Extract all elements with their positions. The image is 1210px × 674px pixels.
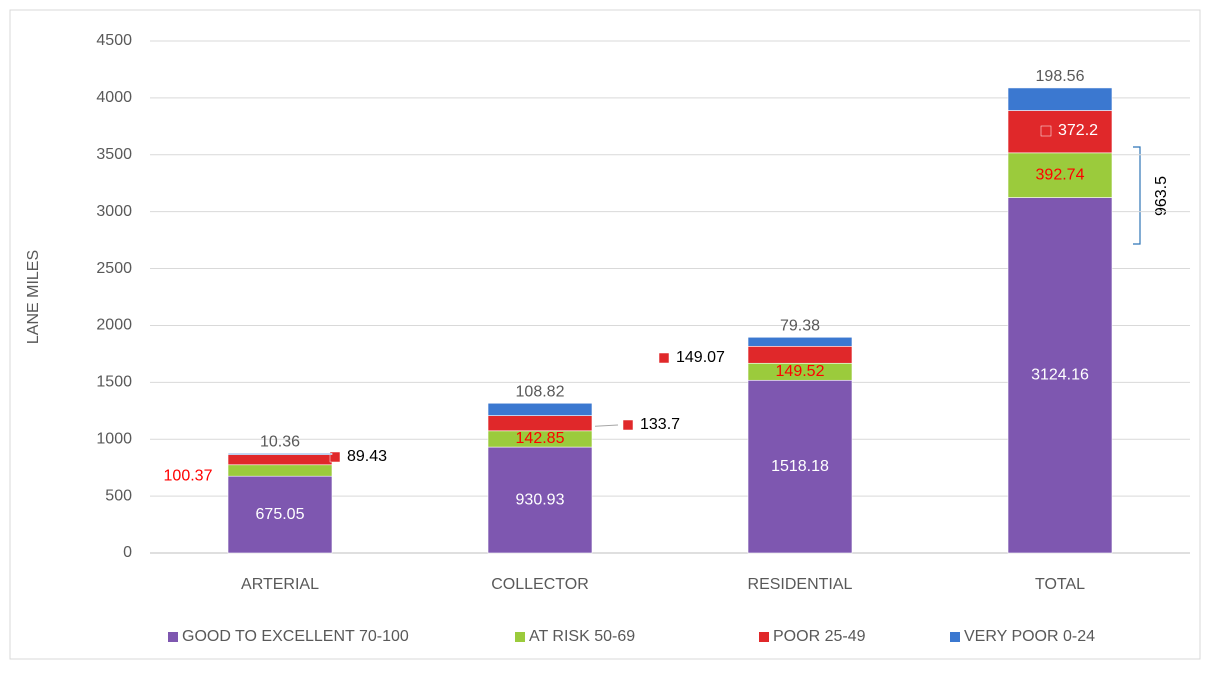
bar-segment xyxy=(487,415,593,432)
data-label: 142.85 xyxy=(516,430,565,447)
bar-segment xyxy=(487,402,593,416)
y-tick-label: 3500 xyxy=(96,146,132,163)
y-tick-label: 2000 xyxy=(96,317,132,334)
data-label: 89.43 xyxy=(347,448,387,465)
bar-segment xyxy=(747,345,853,364)
bar-segment xyxy=(227,454,333,466)
data-label: 930.93 xyxy=(516,491,565,508)
data-label: 1518.18 xyxy=(771,458,829,475)
y-tick-label: 4000 xyxy=(96,89,132,106)
label-marker xyxy=(658,352,670,364)
data-label: 372.2 xyxy=(1058,122,1098,139)
legend-label: VERY POOR 0-24 xyxy=(964,628,1095,645)
data-label: 133.7 xyxy=(640,416,680,433)
legend-label: GOOD TO EXCELLENT 70-100 xyxy=(182,628,409,645)
x-tick-label: TOTAL xyxy=(1035,576,1085,593)
x-tick-label: ARTERIAL xyxy=(241,576,319,593)
data-label: 79.38 xyxy=(780,317,820,334)
y-tick-label: 0 xyxy=(123,544,132,561)
bar-segment xyxy=(1007,110,1113,154)
annotation: 963.5 xyxy=(1153,176,1170,216)
bar-segment xyxy=(227,453,333,455)
label-marker xyxy=(622,419,634,431)
x-tick-label: RESIDENTIAL xyxy=(748,576,853,593)
data-label: 108.82 xyxy=(516,383,565,400)
bar-segment xyxy=(487,446,593,554)
data-label: 10.36 xyxy=(260,434,300,451)
label-marker xyxy=(329,451,341,463)
data-label: 198.56 xyxy=(1036,68,1085,85)
bar-segment xyxy=(227,464,333,477)
legend-marker xyxy=(759,632,769,642)
legend-label: POOR 25-49 xyxy=(773,628,866,645)
y-tick-label: 2500 xyxy=(96,260,132,277)
bar-segment xyxy=(1007,152,1113,198)
data-label: 675.05 xyxy=(256,506,305,523)
data-label: 392.74 xyxy=(1036,166,1085,183)
data-label: 3124.16 xyxy=(1031,366,1089,383)
legend-marker xyxy=(515,632,525,642)
bracket xyxy=(1133,146,1141,245)
bar-segment xyxy=(747,379,853,554)
bar-segment xyxy=(1007,87,1113,111)
data-label: 149.52 xyxy=(776,363,825,380)
data-label: 149.07 xyxy=(676,349,725,366)
y-tick-label: 4500 xyxy=(96,32,132,49)
legend-marker xyxy=(168,632,178,642)
chart-frame xyxy=(9,9,1201,660)
data-label: 100.37 xyxy=(164,468,213,485)
label-marker xyxy=(1040,125,1052,137)
x-tick-label: COLLECTOR xyxy=(491,576,589,593)
legend-marker xyxy=(950,632,960,642)
bar-segment xyxy=(1007,197,1113,554)
bar-segment xyxy=(227,475,333,554)
legend-label: AT RISK 50-69 xyxy=(529,628,635,645)
y-axis-label: LANE MILES xyxy=(25,250,42,344)
y-tick-label: 3000 xyxy=(96,203,132,220)
bar-segment xyxy=(747,336,853,347)
y-tick-label: 1500 xyxy=(96,374,132,391)
y-tick-label: 500 xyxy=(105,487,132,504)
leader-line xyxy=(594,424,619,427)
y-tick-label: 1000 xyxy=(96,430,132,447)
